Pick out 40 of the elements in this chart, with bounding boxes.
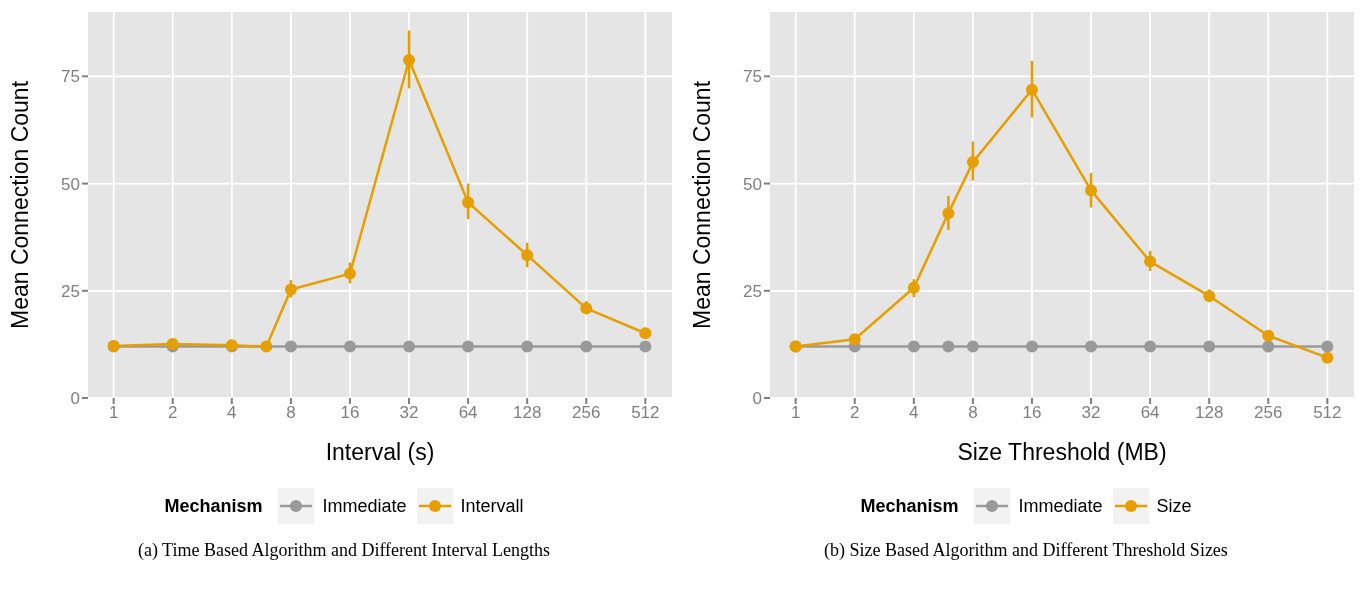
- x-tick-label: 64: [458, 403, 478, 423]
- x-tick-label: 512: [1313, 403, 1342, 423]
- x-tick-label: 1: [790, 403, 801, 423]
- y-tick-label: 75: [743, 67, 762, 87]
- x-tick-label: 32: [399, 403, 419, 423]
- y-tick-label: 75: [61, 67, 80, 87]
- legend-title: Mechanism: [860, 495, 959, 517]
- y-axis-title: Mean Connection Count: [7, 80, 34, 330]
- x-tick-label: 256: [1254, 403, 1283, 423]
- x-tick-label: 2: [168, 403, 178, 423]
- x-tick-label: 4: [909, 403, 919, 423]
- legend-label: Immediate: [1018, 495, 1103, 517]
- x-tick-label: 256: [572, 403, 601, 423]
- x-tick-label: 8: [968, 403, 978, 423]
- x-tick-label: 4: [227, 403, 237, 423]
- y-tick-label: 50: [61, 174, 80, 194]
- y-tick-label: 25: [61, 281, 80, 301]
- legend-label: Immediate: [322, 495, 407, 517]
- text: (b) Size Based Algorithm and Different Threshold Sizes: [823, 540, 1229, 561]
- legend-label: Intervall: [460, 495, 524, 517]
- x-tick-label: 128: [1195, 403, 1224, 423]
- x-tick-label: 1: [108, 403, 119, 423]
- x-tick-label: 16: [1022, 403, 1042, 423]
- x-tick-label: 512: [631, 403, 660, 423]
- x-axis-title: Interval (s): [325, 439, 435, 465]
- text: (a) Time Based Algorithm and Different Interval Lengths: [136, 540, 552, 561]
- x-tick-label: 8: [286, 403, 296, 423]
- x-tick-label: 2: [850, 403, 860, 423]
- x-tick-label: 16: [340, 403, 360, 423]
- y-axis-title: Mean Connection Count: [689, 80, 716, 330]
- y-tick-label: 25: [743, 281, 762, 301]
- x-axis-title: Size Threshold (MB): [957, 439, 1167, 465]
- legend-title: Mechanism: [164, 495, 263, 517]
- legend-label: Size: [1156, 495, 1192, 517]
- x-tick-label: 128: [513, 403, 542, 423]
- y-tick-label: 50: [743, 174, 762, 194]
- x-tick-label: 64: [1140, 403, 1160, 423]
- y-tick-label: 0: [752, 389, 762, 409]
- y-tick-label: 0: [70, 389, 80, 409]
- x-tick-label: 32: [1081, 403, 1101, 423]
